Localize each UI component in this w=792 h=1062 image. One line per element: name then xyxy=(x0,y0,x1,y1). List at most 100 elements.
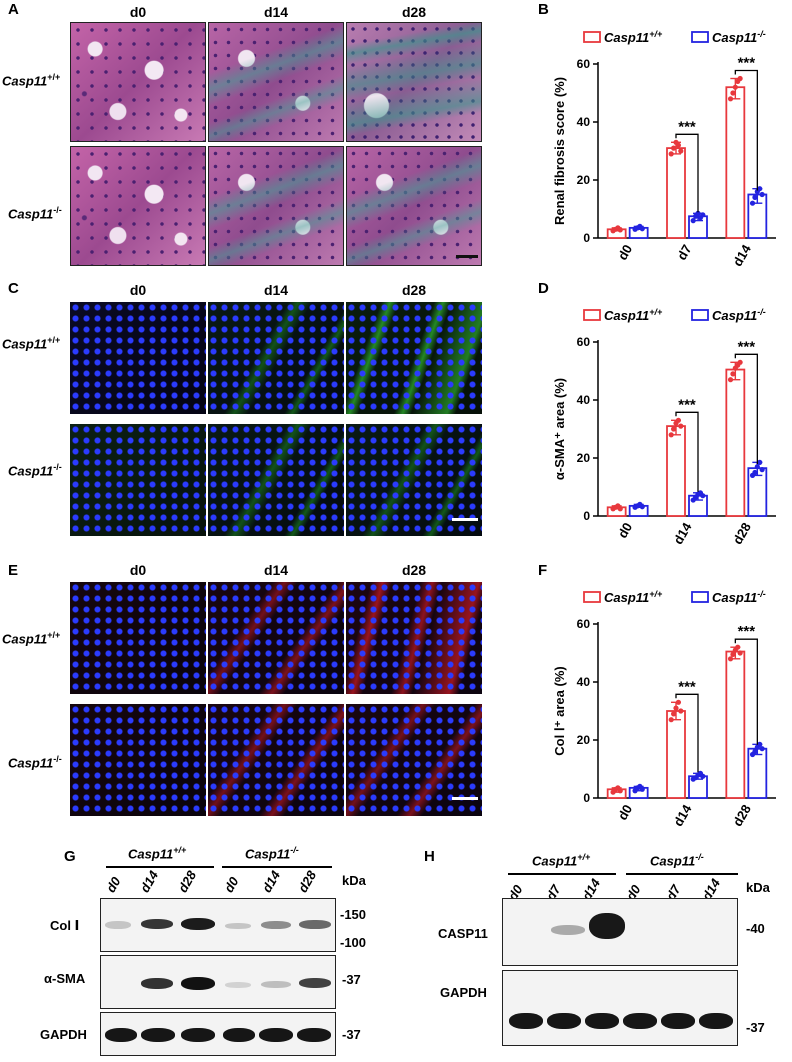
panel-a-col-d0: d0 xyxy=(129,4,147,20)
chart-b-data-point xyxy=(675,142,681,148)
chart-d-data-point xyxy=(700,493,706,499)
chart-d-data-point xyxy=(678,423,684,429)
chart-f-data-point xyxy=(671,711,677,717)
chart-f-y-axis-label: Col Ⅰ⁺ area (%) xyxy=(552,666,567,755)
if-image-asma-wt-d0 xyxy=(70,302,206,414)
scale-bar-a xyxy=(456,255,478,258)
if-image-col1-ko-d0 xyxy=(70,704,206,816)
chart-b-legend-label-0: Casp11+/+ xyxy=(604,29,663,45)
chart-b-y-axis-label: Renal fibrosis score (%) xyxy=(552,77,567,225)
panel-a-row-wt: Casp11+/+ xyxy=(2,72,61,89)
blot-h-row-gapdh: GAPDH xyxy=(440,985,487,1000)
chart-d-significance-label: *** xyxy=(678,396,696,413)
panel-label-g: G xyxy=(64,848,76,865)
chart-d-significance-label: *** xyxy=(738,338,756,355)
chart-f-significance-bracket xyxy=(675,693,699,773)
chart-b-data-point xyxy=(617,227,623,233)
chart-b-significance-bracket xyxy=(734,69,758,191)
histology-image-wt-d0 xyxy=(70,22,206,142)
histology-image-ko-d0 xyxy=(70,146,206,266)
blot-h-row-casp11: CASP11 xyxy=(438,926,488,941)
chart-b-data-point xyxy=(639,226,645,232)
chart-d-data-point xyxy=(752,469,758,476)
panel-label-a: A xyxy=(8,1,19,18)
chart-f-data-point xyxy=(668,717,674,723)
panel-c-col-d14: d14 xyxy=(263,282,289,298)
chart-b-data-point xyxy=(700,212,706,218)
panel-c-row-ko: Casp11-/- xyxy=(8,462,62,479)
chart-d-bar xyxy=(725,368,746,517)
chart-d-legend-label-1: Casp11-/- xyxy=(712,307,766,323)
blot-g-kda: kDa xyxy=(342,873,366,888)
blot-g-marker-37a: -37 xyxy=(342,972,361,987)
chart-d-data-point xyxy=(668,432,674,438)
chart-f-data-point xyxy=(673,705,679,711)
blot-h-marker-37: -37 xyxy=(746,1020,765,1035)
if-image-asma-wt-d14 xyxy=(208,302,344,414)
blot-h-group-ko: Casp11-/- xyxy=(650,852,704,869)
chart-b-xtick-label: d7 xyxy=(674,242,695,263)
panel-a-row-ko: Casp11-/- xyxy=(8,205,62,222)
chart-b-legend-swatch-0 xyxy=(583,31,601,43)
chart-d-data-point xyxy=(671,426,677,432)
chart-f-ytick-label: 40 xyxy=(577,675,591,689)
chart-f-ytick-label: 20 xyxy=(577,733,591,747)
chart-d-legend-swatch-1 xyxy=(691,309,709,321)
chart-d-ytick-label: 20 xyxy=(577,451,591,465)
blot-g-lane-6: d28 xyxy=(295,868,320,895)
chart-b-bar xyxy=(725,86,746,239)
chart-d-data-point xyxy=(617,506,623,512)
chart-f-data-point xyxy=(752,749,758,755)
chart-d-data-point xyxy=(675,417,681,423)
chart-b-ytick-label: 20 xyxy=(577,173,591,187)
chart-b-data-point xyxy=(727,96,734,102)
if-image-asma-ko-d14 xyxy=(208,424,344,536)
chart-f-svg: Casp11+/+ Casp11-/- 0 20 40 60 Col Ⅰ⁺ area (%)… xyxy=(552,589,776,829)
chart-d-data-point xyxy=(757,459,763,465)
chart-f-data-point xyxy=(675,699,681,705)
chart-f-data-point xyxy=(759,746,765,752)
blot-h-gapdh xyxy=(502,970,738,1046)
panel-label-e: E xyxy=(8,562,19,579)
if-image-asma-wt-d28 xyxy=(346,302,482,414)
panel-label-c: C xyxy=(8,280,19,297)
panel-label-f: F xyxy=(538,562,548,579)
chart-d-significance-bracket xyxy=(734,353,758,465)
panel-c-col-d28: d28 xyxy=(401,282,427,298)
panel-a-col-d28: d28 xyxy=(401,4,427,20)
chart-f-significance-bracket xyxy=(734,638,758,745)
chart-b-data-point xyxy=(690,218,696,224)
panel-e-row-wt: Casp11+/+ xyxy=(2,630,61,647)
blot-g-marker-100: -100 xyxy=(340,935,367,950)
chart-f-xtick-label: d28 xyxy=(730,802,754,829)
chart-b-significance-label: *** xyxy=(678,118,696,135)
histology-image-wt-d28 xyxy=(346,22,482,142)
chart-b-significance-label: *** xyxy=(738,55,756,72)
blot-g-marker-37b: -37 xyxy=(342,1027,361,1042)
if-image-col1-ko-d14 xyxy=(208,704,344,816)
chart-d-data-point xyxy=(759,467,765,473)
histology-image-ko-d28 xyxy=(346,146,482,266)
blot-g-lane-2: d14 xyxy=(137,868,162,895)
chart-b-significance-bracket xyxy=(675,133,699,213)
chart-f-bar xyxy=(666,710,686,799)
panel-label-b: B xyxy=(538,1,549,18)
blot-g-gapdh xyxy=(100,1012,336,1056)
chart-d-ytick-label: 40 xyxy=(577,393,591,407)
chart-d-data-point xyxy=(737,359,743,365)
chart-f-ytick-label: 60 xyxy=(577,617,591,631)
chart-f-data-point xyxy=(617,788,623,794)
histology-image-wt-d14 xyxy=(208,22,344,142)
chart-f-data-point xyxy=(757,741,763,747)
chart-b-ytick-label: 60 xyxy=(577,57,591,71)
chart-f-data-point xyxy=(639,786,645,792)
blot-g-group-ko-line xyxy=(222,866,332,868)
chart-b-data-point xyxy=(668,151,674,157)
chart-b-data-point xyxy=(759,191,765,198)
chart-renal-fibrosis: Casp11+/+ Casp11-/- 0 20 40 60 Renal fibrosis … xyxy=(540,20,790,278)
blot-g-lane-1: d0 xyxy=(103,874,124,895)
blot-g-lane-5: d14 xyxy=(259,868,284,895)
panel-a-col-d14: d14 xyxy=(263,4,289,20)
chart-f-legend-swatch-0 xyxy=(583,591,601,603)
chart-f-data-point xyxy=(678,708,684,714)
